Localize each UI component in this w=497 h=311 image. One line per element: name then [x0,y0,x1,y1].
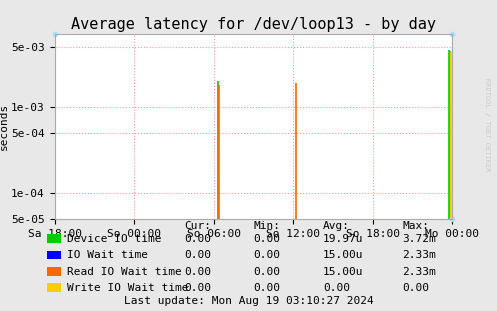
Text: 15.00u: 15.00u [323,250,363,260]
Text: 0.00: 0.00 [253,283,280,293]
Text: 0.00: 0.00 [184,234,211,244]
Text: 2.33m: 2.33m [403,267,436,276]
Text: Write IO Wait time: Write IO Wait time [67,283,188,293]
Text: 0.00: 0.00 [253,250,280,260]
Text: 0.00: 0.00 [184,250,211,260]
Text: 0.00: 0.00 [184,267,211,276]
Text: 0.00: 0.00 [253,234,280,244]
Text: IO Wait time: IO Wait time [67,250,148,260]
Text: 15.00u: 15.00u [323,267,363,276]
Text: Last update: Mon Aug 19 03:10:27 2024: Last update: Mon Aug 19 03:10:27 2024 [124,296,373,306]
Text: Max:: Max: [403,220,429,230]
Text: 0.00: 0.00 [184,283,211,293]
Text: 19.97u: 19.97u [323,234,363,244]
Text: Read IO Wait time: Read IO Wait time [67,267,182,276]
Text: Avg:: Avg: [323,220,350,230]
Text: 0.00: 0.00 [323,283,350,293]
Text: Device IO time: Device IO time [67,234,162,244]
Text: Min:: Min: [253,220,280,230]
Text: 0.00: 0.00 [403,283,429,293]
Text: 2.33m: 2.33m [403,250,436,260]
Text: 3.72m: 3.72m [403,234,436,244]
Text: Cur:: Cur: [184,220,211,230]
Y-axis label: seconds: seconds [0,103,8,150]
Text: RRDTOOL / TOBI OETIKER: RRDTOOL / TOBI OETIKER [484,78,490,171]
Title: Average latency for /dev/loop13 - by day: Average latency for /dev/loop13 - by day [71,17,436,32]
Text: 0.00: 0.00 [253,267,280,276]
